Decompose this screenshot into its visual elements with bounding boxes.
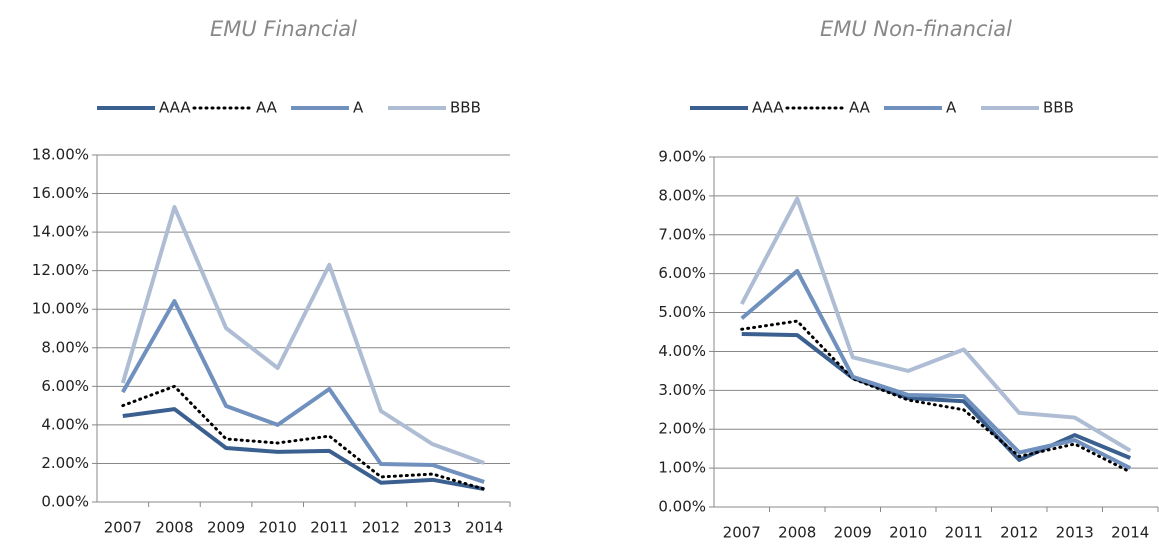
legend-label: BBB <box>450 99 481 117</box>
y-tick-label: 16.00% <box>32 184 89 202</box>
legend-label: A <box>946 99 957 117</box>
legend-label: BBB <box>1043 99 1074 117</box>
y-tick-label: 4.00% <box>658 342 706 360</box>
series-line <box>121 299 485 484</box>
x-tick-label: 2008 <box>778 524 816 542</box>
y-tick-label: 9.00% <box>658 148 706 166</box>
x-tick-label: 2009 <box>207 519 245 537</box>
y-tick-label: 8.00% <box>41 338 89 356</box>
y-tick-label: 14.00% <box>32 223 89 241</box>
series-line <box>739 196 1132 453</box>
legend-label: AAA <box>752 99 784 117</box>
y-tick-label: 18.00% <box>32 146 89 164</box>
legend-label: A <box>353 99 364 117</box>
y-tick-label: 10.00% <box>32 300 89 318</box>
x-tick-label: 2009 <box>834 524 872 542</box>
series-line <box>121 384 486 491</box>
legend-label: AA <box>256 99 278 117</box>
x-tick-label: 2011 <box>310 519 348 537</box>
legend-label: AA <box>849 99 871 117</box>
series-line <box>740 268 1132 470</box>
y-tick-label: 5.00% <box>658 303 706 321</box>
x-tick-label: 2010 <box>889 524 927 542</box>
x-tick-label: 2013 <box>1056 524 1094 542</box>
x-tick-label: 2007 <box>104 519 142 537</box>
x-tick-label: 2013 <box>413 519 451 537</box>
x-tick-label: 2012 <box>362 519 400 537</box>
x-tick-label: 2014 <box>1111 524 1149 542</box>
x-tick-label: 2014 <box>465 519 503 537</box>
x-tick-label: 2012 <box>1000 524 1038 542</box>
x-tick-label: 2008 <box>155 519 193 537</box>
y-tick-label: 0.00% <box>658 498 706 516</box>
y-tick-label: 12.00% <box>32 261 89 279</box>
chart-title: EMU Non-financial <box>820 17 1012 41</box>
x-tick-label: 2010 <box>259 519 297 537</box>
x-tick-label: 2007 <box>723 524 761 542</box>
y-tick-label: 6.00% <box>41 377 89 395</box>
series-line <box>120 205 485 465</box>
y-tick-label: 6.00% <box>658 264 706 282</box>
y-tick-label: 7.00% <box>658 225 706 243</box>
y-tick-label: 8.00% <box>658 186 706 204</box>
y-tick-label: 1.00% <box>658 459 706 477</box>
series-line <box>740 319 1132 474</box>
y-tick-label: 4.00% <box>41 415 89 433</box>
series-line <box>122 407 485 492</box>
y-tick-label: 2.00% <box>658 420 706 438</box>
y-tick-label: 3.00% <box>658 381 706 399</box>
legend-label: AAA <box>159 99 191 117</box>
y-tick-label: 2.00% <box>41 454 89 472</box>
chart-title: EMU Financial <box>210 17 357 41</box>
series-line <box>741 331 1132 462</box>
y-tick-label: 0.00% <box>41 493 89 511</box>
x-tick-label: 2011 <box>945 524 983 542</box>
